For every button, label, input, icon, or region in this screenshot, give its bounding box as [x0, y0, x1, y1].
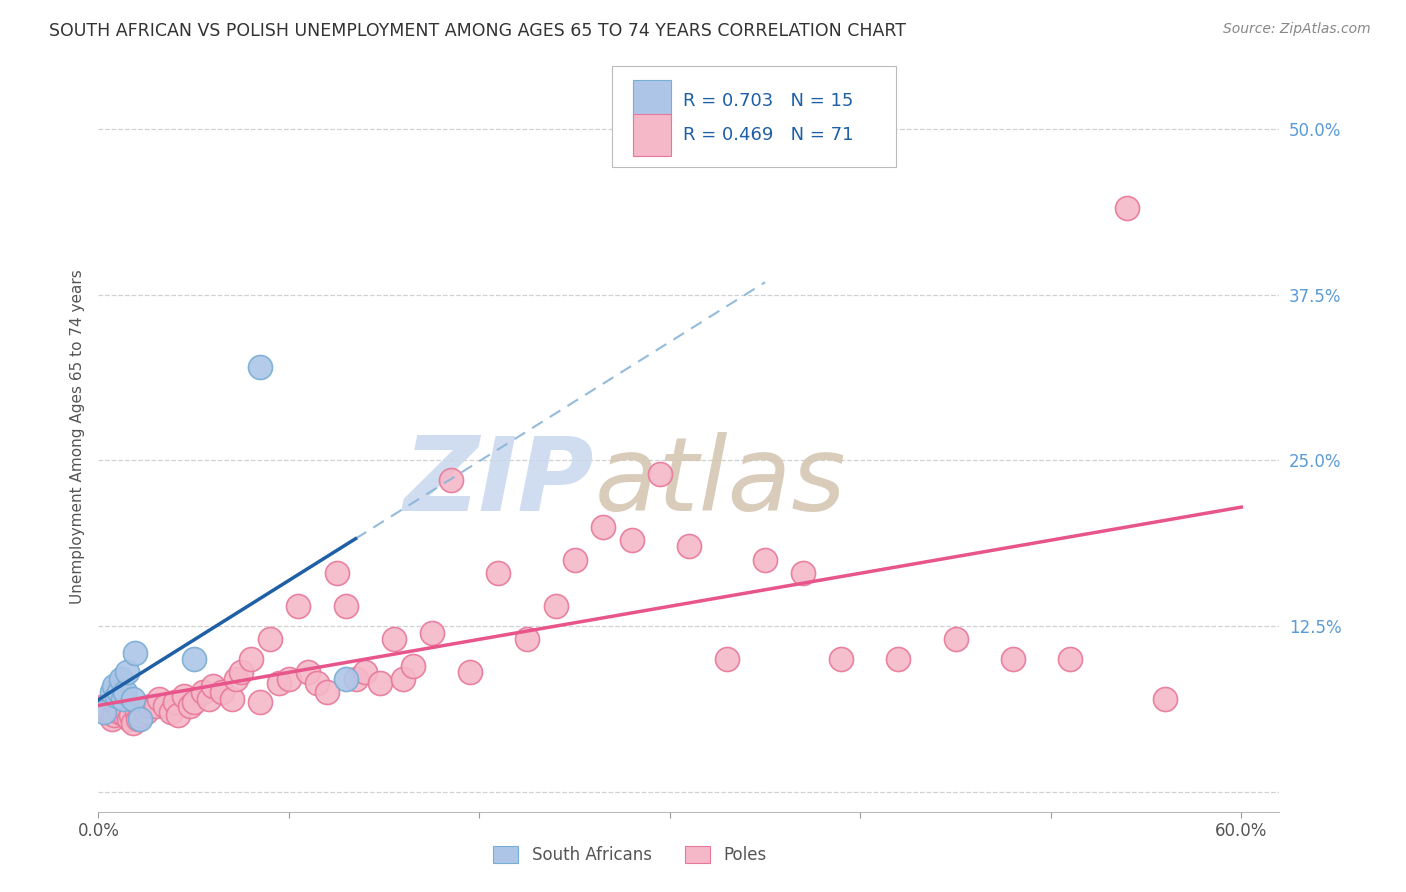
Point — [107, 690, 129, 704]
Point — [716, 652, 738, 666]
Point — [120, 707, 142, 722]
Text: R = 0.469   N = 71: R = 0.469 N = 71 — [683, 126, 853, 145]
Point — [110, 672, 132, 686]
Point — [335, 672, 357, 686]
Point — [1001, 652, 1024, 666]
Point — [307, 676, 329, 690]
Point — [114, 707, 136, 722]
Point — [183, 652, 205, 666]
Point — [325, 566, 347, 580]
Point — [93, 705, 115, 719]
Legend: South Africans, Poles: South Africans, Poles — [486, 839, 773, 871]
Point — [167, 707, 190, 722]
Point — [488, 566, 510, 580]
Point — [420, 625, 443, 640]
Point — [249, 360, 271, 375]
Point — [148, 692, 170, 706]
Point — [830, 652, 852, 666]
Point — [1116, 202, 1139, 216]
Point — [231, 665, 253, 680]
Point — [335, 599, 357, 614]
Point — [259, 632, 281, 647]
Point — [115, 665, 138, 680]
Point — [179, 698, 201, 713]
Point — [100, 685, 122, 699]
Point — [650, 467, 672, 481]
Point — [125, 705, 148, 719]
Point — [225, 672, 247, 686]
Point — [620, 533, 643, 547]
Point — [277, 672, 299, 686]
Point — [103, 707, 125, 722]
Point — [108, 705, 131, 719]
Point — [112, 692, 135, 706]
Point — [153, 698, 176, 713]
Point — [193, 685, 215, 699]
Point — [239, 652, 262, 666]
Point — [287, 599, 309, 614]
Point — [392, 672, 415, 686]
Point — [118, 712, 141, 726]
Point — [129, 712, 152, 726]
Point — [249, 695, 271, 709]
Point — [103, 679, 125, 693]
Point — [316, 685, 339, 699]
Point — [127, 712, 149, 726]
Point — [201, 679, 224, 693]
Point — [370, 676, 392, 690]
Point — [110, 703, 132, 717]
Point — [145, 698, 167, 713]
Point — [159, 705, 181, 719]
Point — [544, 599, 567, 614]
Point — [121, 692, 143, 706]
Point — [440, 473, 463, 487]
Point — [211, 685, 233, 699]
Text: R = 0.703   N = 15: R = 0.703 N = 15 — [683, 92, 853, 110]
Point — [114, 685, 136, 699]
Point — [382, 632, 405, 647]
FancyBboxPatch shape — [612, 66, 896, 168]
Point — [1154, 692, 1177, 706]
Point — [792, 566, 814, 580]
Point — [100, 712, 122, 726]
Point — [108, 685, 131, 699]
Point — [297, 665, 319, 680]
Point — [97, 705, 120, 719]
Point — [887, 652, 910, 666]
Point — [592, 519, 614, 533]
Point — [121, 715, 143, 730]
Point — [124, 646, 146, 660]
Y-axis label: Unemployment Among Ages 65 to 74 years: Unemployment Among Ages 65 to 74 years — [69, 269, 84, 605]
Point — [115, 705, 138, 719]
Point — [945, 632, 967, 647]
Text: ZIP: ZIP — [404, 432, 595, 533]
Point — [516, 632, 538, 647]
Point — [564, 553, 586, 567]
Text: SOUTH AFRICAN VS POLISH UNEMPLOYMENT AMONG AGES 65 TO 74 YEARS CORRELATION CHART: SOUTH AFRICAN VS POLISH UNEMPLOYMENT AMO… — [49, 22, 907, 40]
Text: Source: ZipAtlas.com: Source: ZipAtlas.com — [1223, 22, 1371, 37]
Point — [354, 665, 377, 680]
Point — [458, 665, 481, 680]
Point — [344, 672, 367, 686]
Point — [173, 690, 195, 704]
Point — [129, 707, 152, 722]
Point — [754, 553, 776, 567]
Point — [135, 705, 157, 719]
Point — [93, 698, 115, 713]
Point — [107, 698, 129, 713]
Point — [221, 692, 243, 706]
FancyBboxPatch shape — [634, 114, 671, 156]
Point — [163, 695, 186, 709]
Point — [198, 692, 221, 706]
Point — [678, 540, 700, 554]
Point — [1059, 652, 1081, 666]
Point — [139, 698, 162, 713]
Point — [402, 658, 425, 673]
Point — [183, 695, 205, 709]
Text: atlas: atlas — [595, 432, 846, 532]
Point — [269, 676, 291, 690]
FancyBboxPatch shape — [634, 79, 671, 121]
